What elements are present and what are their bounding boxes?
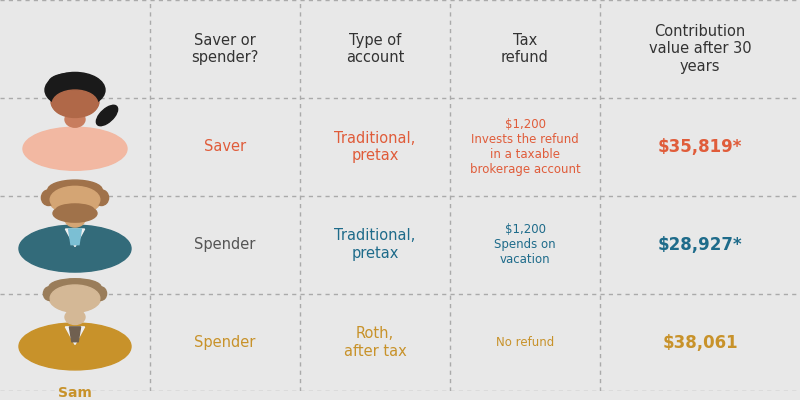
Ellipse shape [43, 287, 55, 300]
Ellipse shape [49, 185, 101, 214]
Text: Contribution
value after 30
years: Contribution value after 30 years [649, 24, 751, 74]
Text: Sara: Sara [57, 191, 93, 205]
Ellipse shape [48, 180, 102, 200]
Ellipse shape [45, 72, 105, 108]
Text: Spender: Spender [194, 335, 256, 350]
Ellipse shape [49, 283, 101, 312]
Ellipse shape [23, 127, 127, 170]
Ellipse shape [19, 225, 131, 272]
Text: Traditional,
pretax: Traditional, pretax [334, 130, 416, 163]
Ellipse shape [51, 87, 99, 116]
Text: No refund: No refund [496, 336, 554, 349]
Polygon shape [66, 327, 85, 344]
Text: Traditional,
pretax: Traditional, pretax [334, 228, 416, 261]
Ellipse shape [65, 310, 85, 324]
Ellipse shape [19, 323, 131, 370]
Text: Saver: Saver [204, 139, 246, 154]
Text: Tax
refund: Tax refund [501, 33, 549, 65]
Ellipse shape [42, 190, 56, 206]
Polygon shape [70, 327, 81, 342]
Ellipse shape [94, 190, 109, 206]
Text: Spender: Spender [194, 237, 256, 252]
Ellipse shape [49, 73, 93, 91]
Ellipse shape [65, 112, 85, 127]
Ellipse shape [50, 186, 100, 213]
Ellipse shape [49, 279, 101, 295]
Ellipse shape [96, 105, 118, 126]
Polygon shape [69, 229, 82, 245]
Ellipse shape [52, 90, 98, 118]
Text: Roth,
after tax: Roth, after tax [344, 326, 406, 359]
Polygon shape [66, 229, 85, 247]
Text: $1,200
Invests the refund
in a taxable
brokerage account: $1,200 Invests the refund in a taxable b… [470, 118, 580, 176]
Text: Sam: Sam [58, 386, 92, 400]
Text: Type of
account: Type of account [346, 33, 404, 65]
Text: $28,927*: $28,927* [658, 236, 742, 254]
Ellipse shape [56, 204, 94, 216]
Text: $1,200
Spends on
vacation: $1,200 Spends on vacation [494, 223, 556, 266]
Text: Saver or
spender?: Saver or spender? [191, 33, 258, 65]
Ellipse shape [65, 211, 85, 227]
Ellipse shape [53, 204, 97, 222]
Text: Brian: Brian [54, 288, 96, 302]
Text: $35,819*: $35,819* [658, 138, 742, 156]
Text: $38,061: $38,061 [662, 334, 738, 352]
Ellipse shape [50, 285, 100, 312]
Ellipse shape [94, 287, 106, 300]
